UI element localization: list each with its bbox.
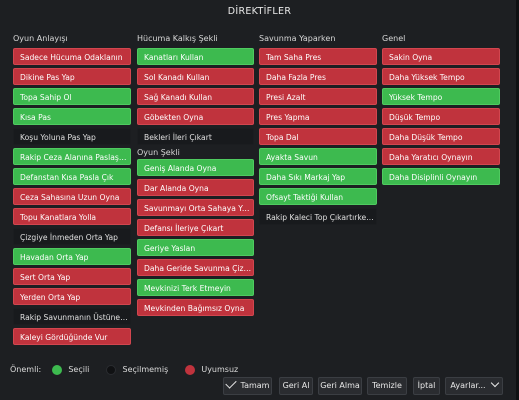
chevron-down-icon [490, 378, 499, 388]
unselected-dot-icon [105, 365, 116, 375]
directive-list: Sakin Oyna Daha Yüksek Tempo Yüksek Tempo D… [382, 48, 500, 185]
directive-button[interactable]: Mevkinden Bağımsız Oyna [137, 299, 254, 316]
undo-button-label: Geri Al [282, 381, 310, 390]
ok-button[interactable]: Tamam [223, 377, 272, 395]
legend: Önemli: Seçili Seçilmemiş Uyumsuz [10, 363, 238, 377]
directive-button[interactable]: Sol Kanadı Kullan [137, 68, 254, 85]
clear-button-label: Temizle [372, 381, 402, 390]
directive-button[interactable]: Daha Yaratıcı Oynayın [382, 148, 500, 165]
undo-button[interactable]: Geri Al [279, 377, 313, 395]
redo-button-label: Geri Alma [320, 381, 360, 390]
footer-bar: Tamam Geri Al Geri Alma Temizle İptal Ay… [0, 377, 519, 395]
unsuitable-dot-icon [184, 365, 195, 375]
settings-dropdown[interactable]: Ayarlar... [445, 377, 503, 395]
directive-button[interactable]: Dikine Pas Yap [13, 68, 131, 85]
directive-button[interactable]: Çizgiye İnmeden Orta Yap [13, 228, 131, 245]
directive-button[interactable]: Topa Dal [259, 128, 377, 145]
directive-button[interactable]: Geriye Yaslan [137, 239, 254, 256]
column-header: Oyun Anlayışı [13, 34, 68, 43]
directive-button[interactable]: Geniş Alanda Oyna [137, 159, 254, 176]
directive-button[interactable]: Dar Alanda Oyna [137, 179, 254, 196]
directive-button[interactable]: Kısa Pas [13, 108, 131, 125]
ok-button-label: Tamam [240, 381, 270, 390]
directive-button[interactable]: Göbekten Oyna [137, 108, 254, 125]
directive-button[interactable]: Yüksek Tempo [382, 88, 500, 105]
directive-button[interactable]: Yerden Orta Yap [13, 288, 131, 305]
column-savunma: Savunma Yaparken Tam Saha Pres Daha Fazla… [259, 33, 377, 225]
window-edge [516, 0, 519, 400]
settings-dropdown-label: Ayarlar... [450, 381, 486, 390]
directive-button[interactable]: Kaleyi Gördüğünde Vur [13, 328, 131, 345]
checkmark-icon [224, 377, 237, 389]
directive-button[interactable]: Ayakta Savun [259, 148, 377, 165]
directive-button[interactable]: Havadan Orta Yap [13, 248, 131, 265]
directive-list: Geniş Alanda Oyna Dar Alanda Oyna Savunmay… [137, 159, 254, 316]
directive-button[interactable]: Sadece Hücuma Odaklanın [13, 48, 131, 65]
selected-dot-icon [51, 365, 62, 375]
column-header: Hücuma Kalkış Şekli [137, 34, 218, 43]
column-subheader: Oyun Şekli [137, 148, 180, 157]
directive-button[interactable]: Mevkinizi Terk Etmeyin [137, 279, 254, 296]
legend-unselected: Seçilmemiş [122, 365, 169, 374]
directive-button[interactable]: Kanatları Kullan [137, 48, 254, 65]
column-header: Savunma Yaparken [259, 34, 336, 43]
directive-button[interactable]: Presi Azalt [259, 88, 377, 105]
directive-button[interactable]: Daha Sıkı Markaj Yap [259, 168, 377, 185]
clear-button[interactable]: Temizle [367, 377, 407, 395]
directive-button[interactable]: Ofsayt Taktiği Kullan [259, 188, 377, 205]
column-oyun-anlayisi: Oyun Anlayışı Sadece Hücuma Odaklanın Dik… [13, 33, 131, 345]
directive-button[interactable]: Koşu Yoluna Pas Yap [13, 128, 131, 145]
directive-button[interactable]: Düşük Tempo [382, 108, 500, 125]
directive-button[interactable]: Rakip Savunmanın Üstüne Git [13, 308, 131, 325]
directive-button[interactable]: Bekleri İleri Çıkart [137, 128, 254, 145]
directive-button[interactable]: Daha Disiplinli Oynayın [382, 168, 500, 185]
redo-button[interactable]: Geri Alma [318, 377, 362, 395]
directive-button[interactable]: Defansı İleriye Çıkart [137, 219, 254, 236]
column-header: Genel [382, 34, 406, 43]
directive-button[interactable]: Defanstan Kısa Pasla Çık [13, 168, 131, 185]
directive-button[interactable]: Sert Orta Yap [13, 268, 131, 285]
directive-button[interactable]: Daha Fazla Pres [259, 68, 377, 85]
directive-button[interactable]: Sakin Oyna [382, 48, 500, 65]
directive-button[interactable]: Sağ Kanadı Kullan [137, 88, 254, 105]
column-hucuma-kalkis: Hücuma Kalkış Şekli Kanatları Kullan Sol … [137, 33, 254, 316]
directive-button[interactable]: Daha Yüksek Tempo [382, 68, 500, 85]
directive-button[interactable]: Tam Saha Pres [259, 48, 377, 65]
legend-unsuitable: Uyumsuz [201, 365, 239, 374]
directive-button[interactable]: Daha Düşük Tempo [382, 128, 500, 145]
cancel-button[interactable]: İptal [413, 377, 440, 395]
cancel-button-label: İptal [417, 381, 436, 390]
legend-title: Önemli: [10, 365, 42, 374]
directive-button[interactable]: Topa Sahip Ol [13, 88, 131, 105]
directive-button[interactable]: Ceza Sahasına Uzun Oyna [13, 188, 131, 205]
directive-button[interactable]: Rakip Kaleci Top Çıkartırken Bask [259, 208, 377, 225]
directive-list: Sadece Hücuma Odaklanın Dikine Pas Yap Top… [13, 48, 131, 345]
directive-button[interactable]: Pres Yapma [259, 108, 377, 125]
directive-button[interactable]: Rakip Ceza Alanına Paslaşarak Gir [13, 148, 131, 165]
column-genel: Genel Sakin Oyna Daha Yüksek Tempo Yüksek … [382, 33, 500, 185]
directive-button[interactable]: Topu Kanatlara Yolla [13, 208, 131, 225]
legend-selected: Seçili [68, 365, 90, 374]
directive-button[interactable]: Savunmayı Orta Sahaya Yaklaştır [137, 199, 254, 216]
window-title: DİREKTİFLER [227, 6, 292, 17]
directive-button[interactable]: Daha Geride Savunma Çizgisi [137, 259, 254, 276]
directive-list: Tam Saha Pres Daha Fazla Pres Presi Azalt P… [259, 48, 377, 225]
directive-list: Kanatları Kullan Sol Kanadı Kullan Sağ Kan… [137, 48, 254, 145]
